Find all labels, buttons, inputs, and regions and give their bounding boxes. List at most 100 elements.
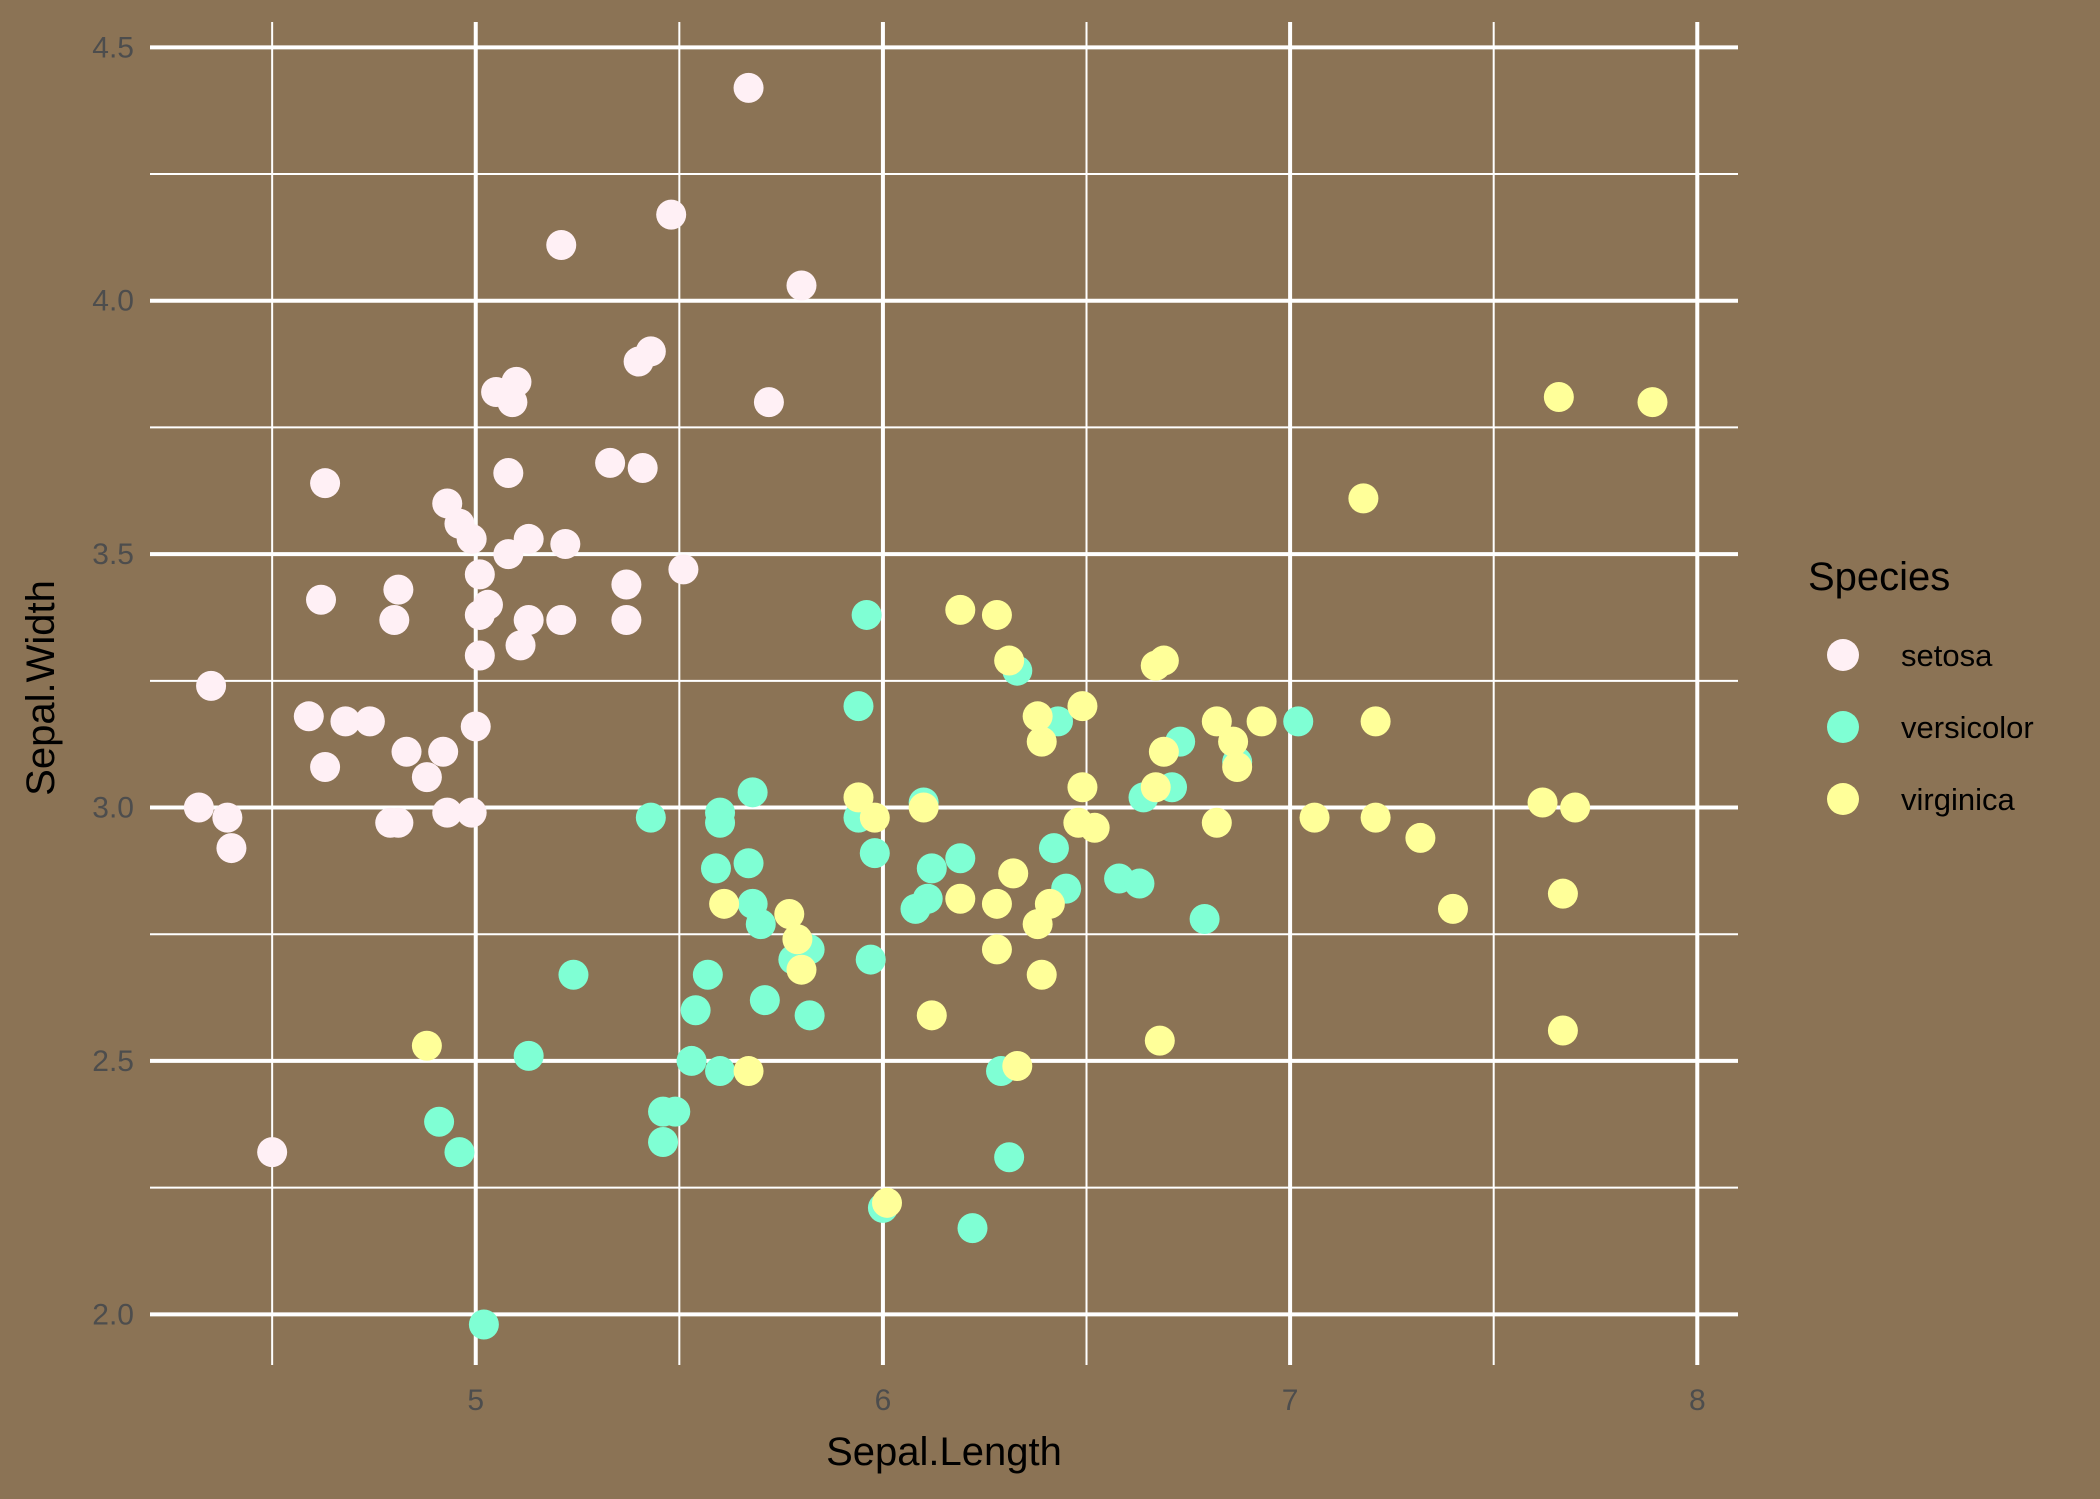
data-point-versicolor	[749, 985, 780, 1016]
legend-title: Species	[1808, 555, 1950, 599]
data-point-virginica	[1026, 959, 1057, 990]
data-point-setosa	[611, 569, 642, 600]
data-point-virginica	[1543, 382, 1574, 413]
data-point-virginica	[1022, 701, 1053, 732]
data-point-setosa	[546, 229, 577, 260]
y-tick-label: 2.5	[92, 1045, 134, 1078]
data-point-virginica	[1348, 483, 1379, 514]
data-point-versicolor	[424, 1106, 455, 1137]
data-point-virginica	[1246, 706, 1277, 737]
x-tick-label: 7	[1282, 1384, 1299, 1417]
x-tick-label: 6	[875, 1384, 892, 1417]
data-point-virginica	[782, 924, 813, 955]
x-tick-label: 8	[1689, 1384, 1706, 1417]
data-point-versicolor	[1038, 833, 1069, 864]
data-point-setosa	[656, 199, 687, 230]
data-point-versicolor	[468, 1309, 499, 1340]
data-point-versicolor	[916, 853, 947, 884]
data-point-setosa	[460, 711, 491, 742]
data-point-setosa	[391, 736, 422, 767]
data-point-versicolor	[733, 848, 764, 879]
data-point-setosa	[546, 605, 577, 636]
data-point-virginica	[1002, 1050, 1033, 1081]
data-point-virginica	[1547, 878, 1578, 909]
data-point-versicolor	[705, 807, 736, 838]
x-axis-tick-labels: 5 6 7 8	[467, 1384, 1705, 1417]
y-tick-label: 3.5	[92, 538, 134, 571]
data-point-virginica	[1560, 792, 1591, 823]
data-point-virginica	[981, 888, 1012, 919]
data-point-versicolor	[1189, 904, 1220, 935]
data-point-versicolor	[794, 1000, 825, 1031]
data-point-setosa	[464, 640, 495, 671]
data-point-setosa	[354, 706, 385, 737]
data-point-setosa	[493, 539, 524, 570]
data-point-virginica	[733, 1056, 764, 1087]
y-tick-label: 2.0	[92, 1298, 134, 1331]
data-point-versicolor	[700, 853, 731, 884]
legend-label-virginica: virginica	[1901, 782, 2015, 817]
legend-key-virginica	[1827, 783, 1859, 815]
data-point-setosa	[753, 387, 784, 418]
data-point-setosa	[257, 1137, 288, 1168]
major-gridlines	[150, 22, 1738, 1365]
data-point-virginica	[1299, 802, 1330, 833]
data-point-virginica	[1222, 751, 1253, 782]
y-axis-title: Sepal.Width	[19, 580, 63, 796]
data-point-setosa	[464, 559, 495, 590]
data-point-versicolor	[957, 1213, 988, 1244]
data-point-setosa	[196, 670, 227, 701]
data-point-versicolor	[648, 1096, 679, 1127]
data-point-versicolor	[851, 599, 882, 630]
data-point-setosa	[379, 605, 410, 636]
data-point-virginica	[916, 1000, 947, 1031]
data-point-virginica	[1022, 909, 1053, 940]
data-point-setosa	[733, 72, 764, 103]
data-point-virginica	[1527, 787, 1558, 818]
data-point-virginica	[994, 645, 1025, 676]
data-point-versicolor	[692, 959, 723, 990]
data-point-virginica	[981, 934, 1012, 965]
y-tick-label: 4.5	[92, 31, 134, 64]
data-point-setosa	[611, 605, 642, 636]
x-tick-label: 5	[467, 1384, 484, 1417]
data-point-setosa	[456, 523, 487, 554]
data-point-versicolor	[705, 1056, 736, 1087]
data-point-versicolor	[859, 838, 890, 869]
data-point-virginica	[1218, 726, 1249, 757]
data-point-versicolor	[558, 959, 589, 990]
legend: Species setosa versicolor virginica	[1808, 555, 2034, 817]
data-point-setosa	[383, 574, 414, 605]
data-point-versicolor	[994, 1142, 1025, 1173]
data-point-setosa	[411, 762, 442, 793]
data-point-setosa	[497, 387, 528, 418]
data-point-versicolor	[745, 909, 776, 940]
legend-label-versicolor: versicolor	[1901, 710, 2034, 745]
data-point-versicolor	[737, 777, 768, 808]
data-point-setosa	[330, 706, 361, 737]
data-point-versicolor	[1283, 706, 1314, 737]
data-point-virginica	[945, 594, 976, 625]
data-point-setosa	[464, 599, 495, 630]
data-point-setosa	[310, 751, 341, 782]
y-axis-tick-labels: 2.0 2.5 3.0 3.5 4.0 4.5	[92, 31, 134, 1331]
data-point-virginica	[1637, 387, 1668, 418]
data-point-virginica	[1140, 650, 1171, 681]
data-point-setosa	[310, 468, 341, 499]
data-point-virginica	[1405, 822, 1436, 853]
data-point-versicolor	[444, 1137, 475, 1168]
data-point-virginica	[871, 1187, 902, 1218]
data-point-virginica	[1148, 736, 1179, 767]
data-point-virginica	[998, 858, 1029, 889]
data-point-setosa	[212, 802, 243, 833]
data-point-versicolor	[855, 944, 886, 975]
legend-label-setosa: setosa	[1901, 638, 1993, 673]
y-tick-label: 4.0	[92, 285, 134, 318]
x-axis-title: Sepal.Length	[826, 1430, 1062, 1474]
data-point-versicolor	[1124, 868, 1155, 899]
data-point-virginica	[786, 954, 817, 985]
data-point-setosa	[306, 584, 337, 615]
data-point-virginica	[1067, 772, 1098, 803]
data-point-setosa	[383, 807, 414, 838]
data-point-versicolor	[648, 1127, 679, 1158]
